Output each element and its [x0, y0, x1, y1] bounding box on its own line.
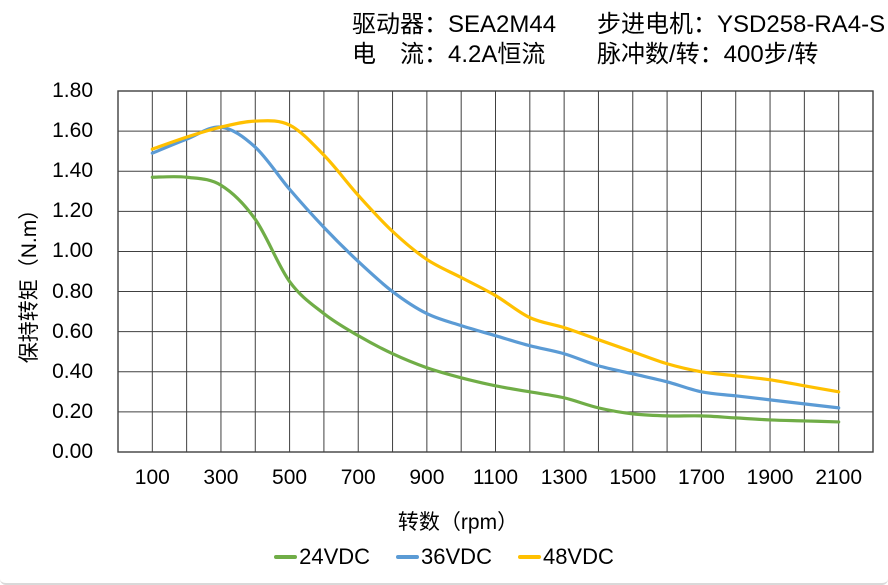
legend-line-icon [274, 555, 298, 559]
x-tick-label: 100 [134, 466, 170, 489]
curve-24VDC [150, 175, 841, 424]
y-tick-label: 1.40 [52, 159, 93, 183]
driver-label: 驱动器： [352, 11, 448, 38]
spec-header-left: 驱动器：SEA2M44 电 流：4.2A恒流 [352, 10, 556, 70]
motor-spec-row: 步进电机：YSD258-RA4-S [597, 10, 885, 40]
pulse-value: 400步/转 [723, 41, 819, 68]
current-value: 4.2A恒流 [448, 41, 546, 68]
motor-label: 步进电机： [597, 11, 717, 38]
y-tick-label: 0.20 [52, 399, 93, 423]
y-tick-label: 1.80 [52, 79, 93, 102]
x-axis-title: 转数（rpm） [397, 511, 519, 534]
current-spec-row: 电 流：4.2A恒流 [352, 40, 556, 70]
legend-label: 24VDC [299, 544, 371, 569]
y-tick-label: 0.40 [52, 359, 93, 383]
legend-label: 48VDC [542, 544, 614, 569]
pulse-spec-row: 脉冲数/转：400步/转 [597, 40, 885, 70]
x-tick-label: 1100 [472, 466, 519, 489]
legend-label: 36VDC [421, 544, 492, 569]
curve-36VDC [150, 125, 841, 410]
spec-header-right: 步进电机：YSD258-RA4-S 脉冲数/转：400步/转 [597, 10, 885, 70]
legend-line-icon [517, 555, 541, 559]
driver-spec-row: 驱动器：SEA2M44 [352, 10, 556, 40]
x-tick-label: 500 [272, 466, 308, 489]
x-tick-label: 2100 [815, 466, 863, 489]
x-tick-label: 1900 [746, 466, 794, 489]
current-label: 电 流： [352, 41, 448, 68]
y-tick-label: 0.60 [52, 319, 93, 343]
motor-value: YSD258-RA4-S [717, 11, 886, 38]
plot-border [117, 90, 874, 453]
y-tick-label: 1.20 [52, 199, 93, 223]
legend-line-icon [396, 555, 420, 559]
pulse-label: 脉冲数/转： [597, 41, 724, 68]
y-tick-label: 1.60 [52, 119, 93, 143]
x-tick-label: 900 [409, 466, 445, 489]
legend-item-36VDC: 36VDC [396, 544, 492, 570]
x-tick-label: 300 [203, 466, 239, 489]
x-tick-label: 1500 [609, 466, 657, 489]
y-tick-label: 0.00 [52, 440, 93, 463]
x-tick-label: 1300 [540, 466, 588, 489]
x-tick-label: 1700 [678, 466, 725, 489]
y-tick-label: 1.00 [52, 239, 93, 263]
driver-value: SEA2M44 [448, 11, 557, 38]
legend: 24VDC 36VDC 48VDC [0, 544, 888, 570]
x-tick-label: 700 [340, 466, 376, 489]
legend-item-48VDC: 48VDC [517, 544, 614, 570]
curve-48VDC [150, 119, 841, 394]
legend-item-24VDC: 24VDC [274, 544, 370, 570]
y-tick-label: 0.80 [52, 279, 93, 303]
